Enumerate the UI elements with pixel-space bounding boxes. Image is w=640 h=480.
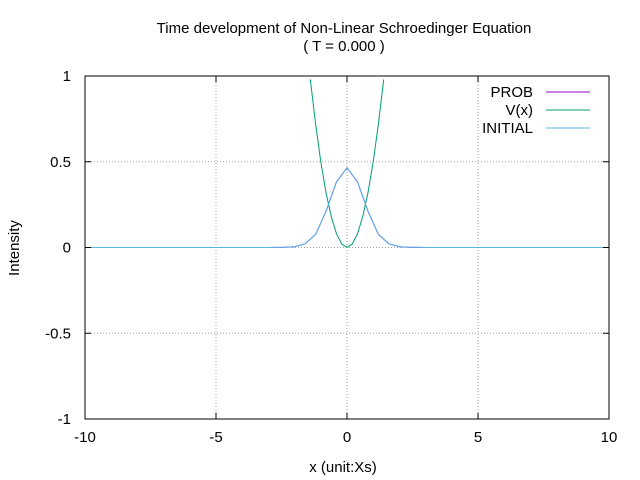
x-axis-label: x (unit:Xs): [309, 459, 377, 476]
x-tick-label: 0: [343, 429, 351, 446]
series-line-v-x: [309, 79, 385, 249]
axis-ticks: -10 -5 0 5 10 -1 -0.5 0 0.5 1: [45, 68, 617, 446]
y-tick-label: 0.5: [50, 154, 71, 171]
legend-label-prob: PROB: [490, 84, 533, 101]
x-tick-label: -5: [209, 429, 222, 446]
series-lines: [85, 79, 609, 249]
y-tick-label: 0: [63, 240, 71, 257]
y-tick-label: 1: [63, 68, 71, 85]
legend-label-initial: INITIAL: [482, 120, 533, 137]
x-tick-label: 5: [474, 429, 482, 446]
legend-label-v-x: V(x): [506, 102, 534, 119]
y-tick-label: -1: [58, 411, 71, 428]
x-tick-label: -10: [74, 429, 96, 446]
series-line-initial: [85, 166, 609, 248]
y-tick-label: -0.5: [45, 325, 71, 342]
x-tick-label: 10: [601, 429, 618, 446]
y-axis-label: Intensity: [6, 220, 23, 276]
chart-subtitle: ( T = 0.000 ): [303, 38, 385, 55]
chart-title: Time development of Non-Linear Schroedin…: [157, 20, 532, 37]
